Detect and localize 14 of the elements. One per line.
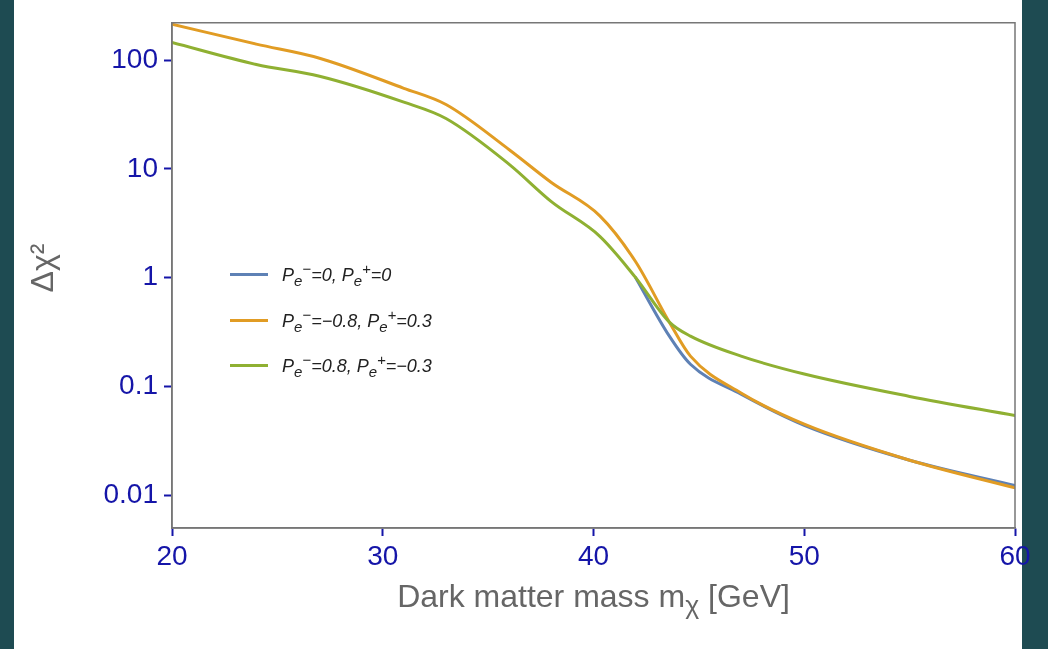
y-axis-title: Δχ² [23,243,61,293]
x-tick-label: 40 [577,539,610,571]
y-tick-label: 0.01 [103,477,158,509]
x-tick-label: 50 [788,539,820,571]
x-tick-label: 30 [367,539,399,571]
legend-label: P$_{e}$$^{−}$=−0.8, P$_{e}$$^{+}$=0.3 [282,304,432,337]
x-axis-title: Dark matter mass m$_{χ}$ [GeV] [397,578,790,622]
legend-label: P$_{e}$$^{−}$=0.8, P$_{e}$$^{+}$=−0.3 [282,350,432,382]
y-tick-label: 10 [126,151,158,183]
y-tick-label: 0.1 [119,369,158,401]
x-tick-label: 20 [156,539,188,571]
legend-label: P$_{e}$$^{−}$=0, P$_{e}$$^{+}$=0 [282,259,392,291]
y-tick-label: 100 [111,42,158,74]
y-tick-label: 1 [142,260,158,292]
